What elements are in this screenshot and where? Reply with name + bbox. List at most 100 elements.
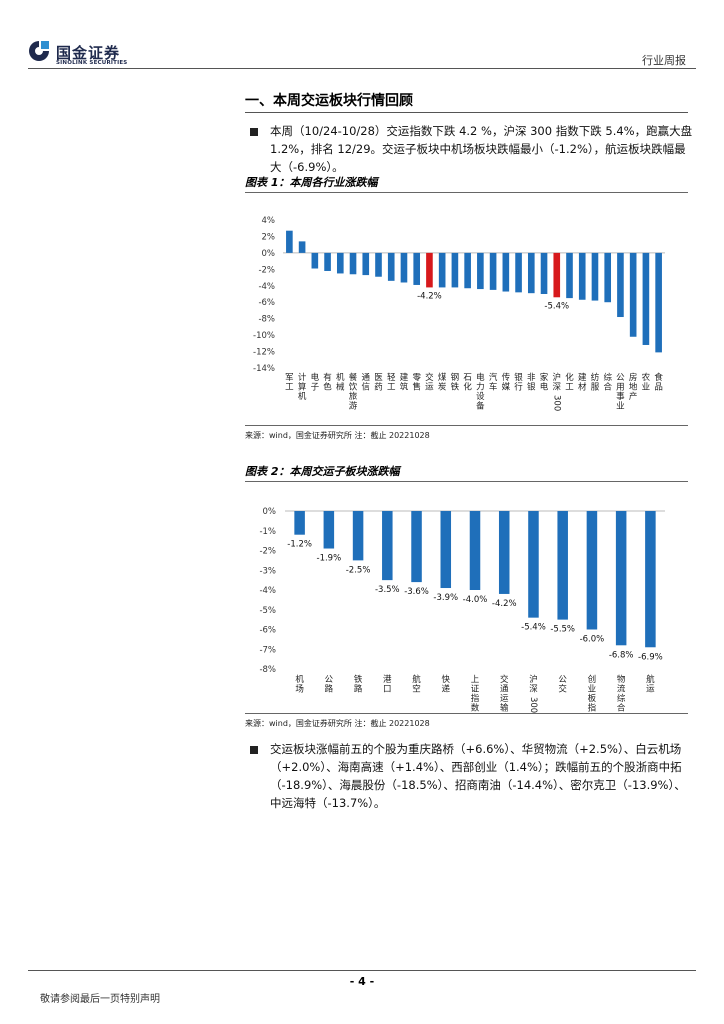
x-tick-label: 电 <box>311 372 320 383</box>
x-tick-label: 通 <box>500 684 509 695</box>
y-tick-label: -6% <box>259 626 276 636</box>
x-tick-label: 医 <box>374 373 383 383</box>
x-tick-label: 电 <box>476 372 485 383</box>
x-tick-label: 电 <box>540 382 549 393</box>
bar-机械 <box>336 252 344 274</box>
x-tick-label: 合 <box>617 703 626 714</box>
x-tick-label: 工 <box>387 383 396 393</box>
data-label: -3.6% <box>404 587 429 597</box>
y-tick-label: -5% <box>259 606 276 616</box>
bar-医药 <box>375 252 382 277</box>
data-label: -1.9% <box>317 554 342 564</box>
x-tick-label: 综 <box>603 372 612 383</box>
header-divider <box>28 68 696 69</box>
bar-电力设备 <box>477 252 484 290</box>
bar-电子 <box>311 252 319 269</box>
y-tick-label: -7% <box>259 645 276 655</box>
paragraph-weekly-summary: 本周（10/24-10/28）交运指数下跌 4.2 %，沪深 300 指数下跌 … <box>270 124 693 174</box>
x-tick-label: 备 <box>476 401 485 412</box>
x-tick-label: 色 <box>323 382 332 393</box>
bar-公路 <box>323 511 335 549</box>
figure-2-top-rule <box>245 481 688 482</box>
x-tick-label: 公 <box>558 675 567 685</box>
bar-石化 <box>464 252 471 289</box>
bar-通信 <box>362 252 370 276</box>
x-tick-label: 业 <box>588 684 597 695</box>
x-tick-label: 有 <box>323 372 332 383</box>
bar-航空 <box>411 511 422 583</box>
x-tick-label: 材 <box>578 382 587 393</box>
figure-1-title: 图表 1：本周各行业涨跌幅 <box>245 176 378 189</box>
x-tick-label: 游 <box>349 401 358 412</box>
x-tick-label: 军 <box>285 373 294 383</box>
x-tick-label: 媒 <box>502 383 511 393</box>
figure-1-bottom-rule <box>245 425 688 426</box>
figure-2-source: 来源：wind，国金证券研究所 注：截止 20221028 <box>245 719 430 728</box>
x-tick-label: 事 <box>616 391 625 402</box>
bullet-marker <box>250 746 258 754</box>
bar-纺服 <box>591 252 599 301</box>
x-tick-label: 运 <box>646 685 655 695</box>
y-tick-label: -2% <box>258 265 275 275</box>
x-tick-label: 械 <box>336 382 345 393</box>
x-tick-label: 数 <box>471 703 480 714</box>
x-tick-label: 业 <box>642 382 651 393</box>
bar-钢铁 <box>451 252 459 288</box>
x-tick-label: 餐 <box>349 373 358 383</box>
x-tick-label: 递 <box>442 684 451 695</box>
x-tick-label: 银 <box>514 372 523 383</box>
x-tick-label: 业 <box>616 401 625 412</box>
bar-交运 <box>426 252 433 288</box>
x-tick-label: 建 <box>578 372 587 383</box>
x-tick-label: 沪 <box>529 674 538 685</box>
industry-change-chart: 4% 2% 0% -2% -4% -6% -8% -10% -12% -14% -4.2% -5.4… <box>253 216 665 412</box>
x-tick-label: 铁 <box>451 382 460 393</box>
x-tick-label: 农 <box>642 372 651 383</box>
data-label: -4.2% <box>492 599 517 609</box>
bar-机场 <box>294 511 305 535</box>
bar-食品 <box>655 252 662 353</box>
y-tick-label: -4% <box>259 586 276 596</box>
bar-航运 <box>645 511 656 648</box>
data-label: -4.0% <box>463 595 488 605</box>
x-tick-label: 上 <box>471 675 480 685</box>
x-tick-label: 流 <box>617 684 626 695</box>
transport-subsector-chart: 0% -1% -2% -3% -4% -5% -6% -7% -8% -1.2% -1.9% -2.… <box>259 507 665 714</box>
bar-建材 <box>578 252 586 300</box>
y-tick-label: -12% <box>253 348 275 358</box>
x-tick-label: 机 <box>295 674 304 685</box>
figure-2-bottom-rule <box>245 713 688 714</box>
y-tick-label: -2% <box>259 547 276 557</box>
x-tick-label: 钢 <box>451 372 460 383</box>
x-tick-label: 沪 <box>553 372 562 383</box>
x-tick-label: 创 <box>588 674 597 685</box>
bar-铁路 <box>352 511 364 561</box>
x-tick-label: 药 <box>374 382 383 393</box>
x-tick-label: 轻 <box>387 372 396 383</box>
x-tick-label: 算 <box>298 382 307 393</box>
x-tick-label: 零 <box>412 373 421 383</box>
x-tick-label: 交 <box>425 372 434 383</box>
x-tick-label: 快 <box>442 674 451 685</box>
x-tick-label: 交 <box>558 684 567 695</box>
footer-disclaimer: 敬请参阅最后一页特别声明 <box>40 994 160 1005</box>
x-tick-label: 机 <box>336 372 345 383</box>
bar-餐饮旅游 <box>349 252 357 275</box>
bar-交通运输 <box>498 511 510 594</box>
x-tick-label: 化 <box>565 372 574 383</box>
bar-农业 <box>642 252 650 345</box>
y-tick-label: -14% <box>253 364 275 374</box>
x-tick-label: 工 <box>565 383 574 393</box>
x-tick-label: 输 <box>500 703 509 714</box>
x-tick-label: 传 <box>502 372 511 383</box>
bar-煤炭 <box>438 252 446 288</box>
x-tick-label: 产 <box>629 391 638 402</box>
bar-综合 <box>604 252 612 303</box>
x-tick-label: 服 <box>591 383 600 393</box>
x-tick-label: 空 <box>412 684 421 695</box>
bar-公用事业 <box>617 252 624 318</box>
x-tick-label: 港 <box>383 674 392 685</box>
y-tick-label: 4% <box>262 216 276 226</box>
data-label: -5.4% <box>521 623 546 633</box>
x-tick-label: 用 <box>616 383 625 393</box>
